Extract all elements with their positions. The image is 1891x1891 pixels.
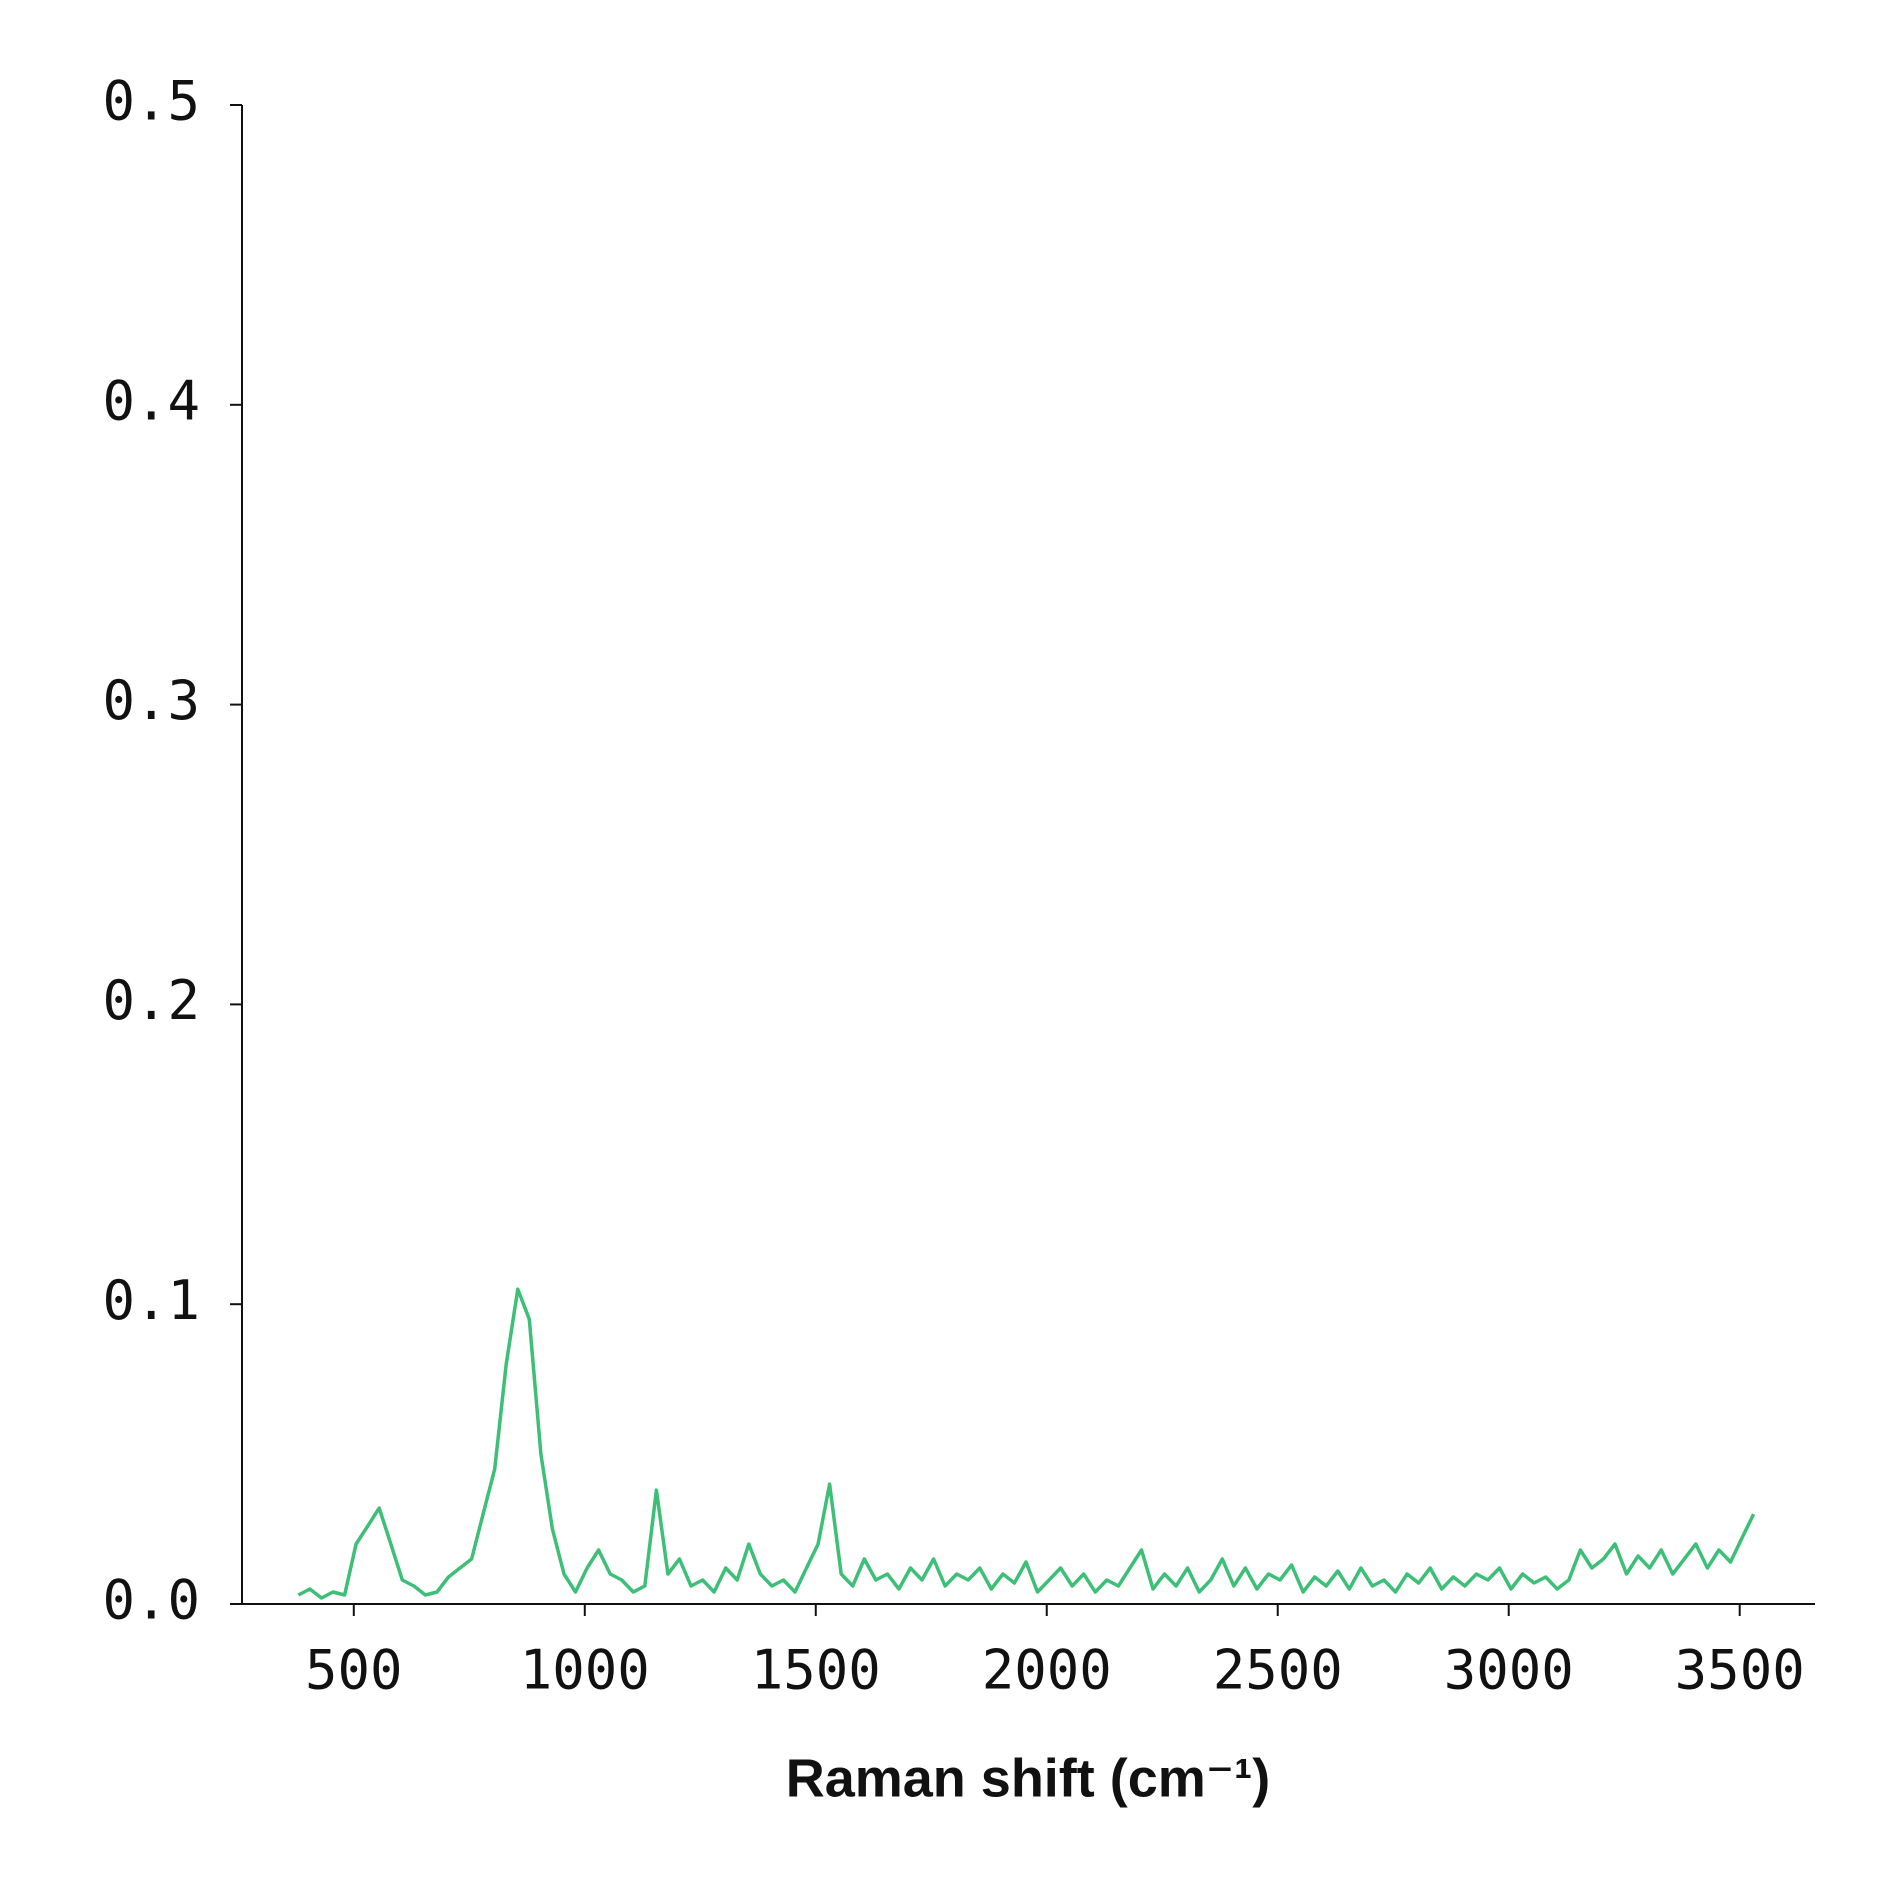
y-tick-label: 0.4 <box>102 369 200 432</box>
x-tick-label: 3000 <box>1444 1639 1574 1702</box>
x-tick-label: 1500 <box>751 1639 881 1702</box>
y-tick-label: 0.2 <box>102 969 200 1032</box>
spectrum-line <box>297 1287 1756 1600</box>
x-axis-title: Raman shift (cm⁻¹) <box>786 1748 1271 1808</box>
x-tick-label: 1000 <box>520 1639 650 1702</box>
x-tick-label: 2500 <box>1213 1639 1343 1702</box>
y-tick-label: 0.1 <box>102 1269 200 1332</box>
x-tick-label: 2000 <box>982 1639 1112 1702</box>
y-tick-label: 0.5 <box>102 70 200 133</box>
y-tick-label: 0.3 <box>102 669 200 732</box>
x-tick-label: 3500 <box>1675 1639 1805 1702</box>
x-tick-label: 500 <box>305 1639 403 1702</box>
y-tick-label: 0.0 <box>102 1569 200 1632</box>
